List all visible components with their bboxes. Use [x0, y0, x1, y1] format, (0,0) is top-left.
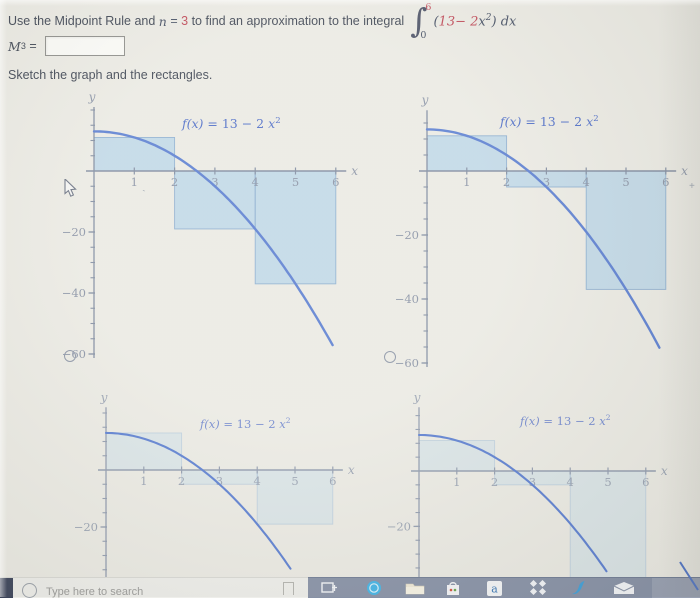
svg-text:2: 2: [491, 475, 498, 489]
svg-text:x: x: [351, 164, 358, 178]
svg-text:1: 1: [463, 175, 470, 189]
integrand-variable: x: [478, 14, 486, 30]
plus-speck-artifact: +: [689, 181, 695, 192]
svg-text:x: x: [661, 464, 668, 478]
svg-text:y: y: [413, 390, 421, 404]
taskbar-left-section: Type here to search: [0, 577, 308, 598]
graph-option-3: 1 2 3 4 5 6 x −20 y f(x) = 13 − 2 x2: [50, 388, 366, 577]
dx: dx: [500, 14, 517, 30]
svg-text:−60: −60: [395, 356, 419, 370]
brush-icon[interactable]: [570, 580, 588, 597]
svg-text:1: 1: [131, 175, 138, 189]
question-prefix: Use the Midpoint Rule and: [8, 14, 156, 28]
search-circle-icon[interactable]: [22, 583, 37, 598]
svg-text:2: 2: [171, 175, 178, 189]
midpoint-rectangle: [426, 135, 508, 172]
integral-upper-limit: 6: [425, 2, 432, 13]
svg-text:5: 5: [622, 175, 629, 189]
m3-label: M: [8, 38, 21, 54]
answer-input[interactable]: [44, 36, 125, 56]
start-button[interactable]: [0, 578, 13, 598]
sketch-prompt: Sketch the graph and the rectangles.: [8, 68, 213, 82]
graph-option-2: 1 2 3 4 5 6 x −20 −40 −60 y f(x) = 13 − 2 x2: [375, 86, 697, 378]
svg-text:4: 4: [567, 475, 574, 489]
midpoint-rectangle: [93, 137, 176, 172]
svg-text:6: 6: [332, 175, 339, 189]
mouse-cursor: [64, 179, 77, 197]
svg-text:−20: −20: [395, 228, 419, 242]
function-label: f(x) = 13 − 2 x2: [499, 114, 599, 129]
question-middle: to find an approximation to the integral: [191, 14, 405, 28]
svg-text:y: y: [100, 390, 108, 404]
svg-text:4: 4: [583, 175, 590, 189]
svg-text:2: 2: [503, 175, 510, 189]
integrand-constant: 13−: [438, 14, 466, 30]
cortana-icon[interactable]: [366, 580, 382, 596]
svg-text:2: 2: [178, 474, 185, 488]
n-variable: n: [158, 13, 167, 29]
svg-text:−20: −20: [74, 520, 98, 534]
midpoint-rectangle: [418, 440, 496, 472]
svg-text:5: 5: [292, 175, 299, 189]
m3-subscript: 3: [20, 41, 26, 51]
pen-doc-icon[interactable]: [283, 582, 294, 595]
svg-text:6: 6: [642, 475, 649, 489]
svg-text:a: a: [491, 583, 498, 596]
graph-option-4: 1 2 3 4 5 6 x −20 y f(x) = 13 − 2 x2: [375, 386, 697, 577]
svg-text:4: 4: [252, 175, 259, 189]
question-text: Use the Midpoint Rule and n = 3 to find …: [8, 2, 696, 41]
svg-text:1: 1: [140, 474, 147, 488]
m3-equals: =: [29, 39, 37, 53]
svg-text:x: x: [681, 164, 688, 178]
task-view-icon[interactable]: [320, 580, 338, 595]
radio-option-2[interactable]: [384, 351, 396, 363]
svg-text:4: 4: [254, 474, 261, 488]
function-label: f(x) = 13 − 2 x2: [181, 116, 281, 131]
svg-text:−40: −40: [395, 292, 419, 306]
radio-option-1[interactable]: [64, 350, 76, 362]
function-label: f(x) = 13 − 2 x2: [199, 416, 291, 431]
svg-text:x: x: [348, 463, 355, 477]
integral-lower-limit: 0: [420, 30, 427, 41]
graph-option-1: 1 2 3 4 5 6 x −20 −40 −60 y f(x) = 13 − 2 x2: [50, 86, 366, 378]
svg-text:5: 5: [291, 474, 298, 488]
file-explorer-folder-icon[interactable]: [405, 580, 425, 596]
svg-text:−20: −20: [62, 225, 86, 239]
equals-sign: =: [170, 14, 178, 28]
amazon-a-icon[interactable]: a: [486, 580, 503, 597]
store-bag-icon[interactable]: [444, 580, 462, 596]
mail-icon[interactable]: [611, 580, 637, 596]
svg-text:−40: −40: [62, 286, 86, 300]
function-label: f(x) = 13 − 2 x2: [519, 413, 611, 428]
svg-text:y: y: [88, 90, 96, 104]
svg-text:6: 6: [662, 175, 669, 189]
rparen: ): [491, 14, 497, 30]
taskbar-search-input[interactable]: Type here to search: [46, 586, 144, 598]
integral-expression: ∫ 6 0 (13− 2x2) dx: [410, 2, 517, 41]
svg-text:y: y: [421, 93, 429, 107]
diamonds-icon[interactable]: [527, 580, 549, 596]
svg-text:5: 5: [604, 475, 611, 489]
pen-stroke-artifact: [679, 561, 699, 591]
svg-text:6: 6: [329, 474, 336, 488]
svg-text:−20: −20: [387, 519, 411, 533]
svg-text:1: 1: [453, 475, 460, 489]
n-value: 3: [181, 14, 189, 28]
windows-taskbar: Type here to search a: [0, 577, 700, 598]
taskbar-right-section: a: [308, 577, 700, 598]
